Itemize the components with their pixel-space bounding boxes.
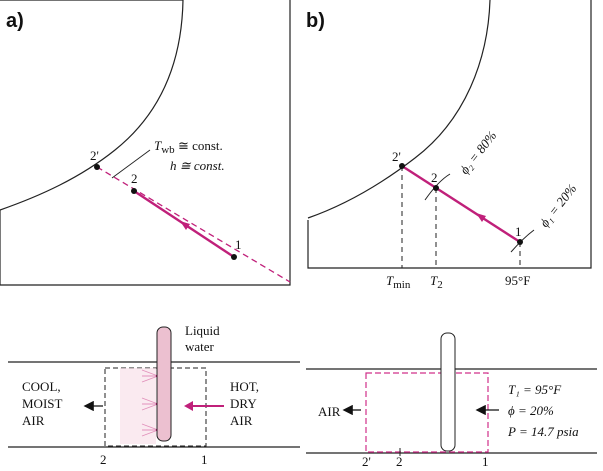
twb-annotation: Twb ≅ const. [154, 138, 223, 156]
panel-b-axes [307, 0, 592, 269]
liquid-label: Liquid [185, 323, 220, 338]
state-1-label-b: 1 [515, 224, 522, 239]
state-2-label-a: 2 [131, 171, 138, 186]
panel-a-frame [0, 0, 291, 286]
spray-nozzles [120, 368, 159, 444]
panel-b: b) 2' 2 1 ϕ₂ = 80% ϕ₁ = 20% Tmin T2 95°F [306, 0, 592, 291]
saturation-curve-b [307, 0, 491, 219]
control-volume-d [365, 372, 489, 453]
state-2p-label-b: 2' [392, 149, 401, 164]
h-annotation: h ≅ const. [170, 158, 225, 173]
t1-value-label: T₁ = 95°F [508, 382, 562, 397]
state-1-dot-b [517, 239, 523, 245]
panel-a-label: a) [6, 10, 24, 32]
tmin-label: Tmin [386, 273, 411, 291]
annotation-leader-a [111, 149, 151, 179]
phi-value-label: ϕ = 20% [508, 403, 554, 418]
rh20-label: ϕ₁ = 20% [537, 181, 580, 230]
station-1-label-d: 1 [482, 454, 489, 469]
panel-c: Liquid water COOL, MOIST AIR HOT, DRY AI… [8, 323, 300, 467]
wetbulb-dashed-line-a [96, 166, 291, 283]
state-2p-label-a: 2' [90, 148, 99, 163]
air-label-d: AIR [318, 404, 341, 419]
state-1-dot-a [231, 254, 237, 260]
station-2-label-c: 2 [100, 452, 107, 467]
state-2-label-b: 2 [431, 170, 438, 185]
station-2p-label-d: 2' [362, 454, 371, 469]
state-1-label-a: 1 [235, 237, 242, 252]
panel-b-label: b) [306, 10, 325, 32]
t2-label: T2 [430, 273, 443, 291]
state-2-dot-a [131, 188, 137, 194]
state-2p-dot-a [94, 164, 100, 170]
rh80-label: ϕ₂ = 80% [457, 128, 500, 177]
state-2p-dot-b [399, 163, 405, 169]
pressure-value-label: P = 14.7 psia [507, 424, 579, 439]
hot-label: HOT, [230, 379, 259, 394]
air-in-label: AIR [230, 413, 253, 428]
process-arrow-a [180, 221, 190, 230]
panel-a: a) 2' 2 1 Twb ≅ const. h ≅ const. [0, 0, 291, 286]
water-label: water [185, 339, 215, 354]
saturation-curve-a [0, 0, 184, 211]
t95-label: 95°F [505, 273, 530, 288]
inlet-arrowhead-c [184, 401, 193, 411]
dry-label: DRY [230, 396, 257, 411]
process-line-b [401, 164, 521, 244]
air-out-label: AIR [22, 413, 45, 428]
water-tube-d [440, 332, 456, 452]
process-arrow-b [476, 213, 486, 222]
cool-label: COOL, [22, 379, 61, 394]
panel-d: AIR T₁ = 95°F ϕ = 20% P = 14.7 psia 2' 2… [306, 332, 597, 469]
station-1-label-c: 1 [201, 452, 208, 467]
state-2-dot-b [433, 185, 439, 191]
water-tube-c [156, 326, 172, 442]
station-2-label-d: 2 [396, 454, 403, 469]
moist-label: MOIST [22, 396, 63, 411]
